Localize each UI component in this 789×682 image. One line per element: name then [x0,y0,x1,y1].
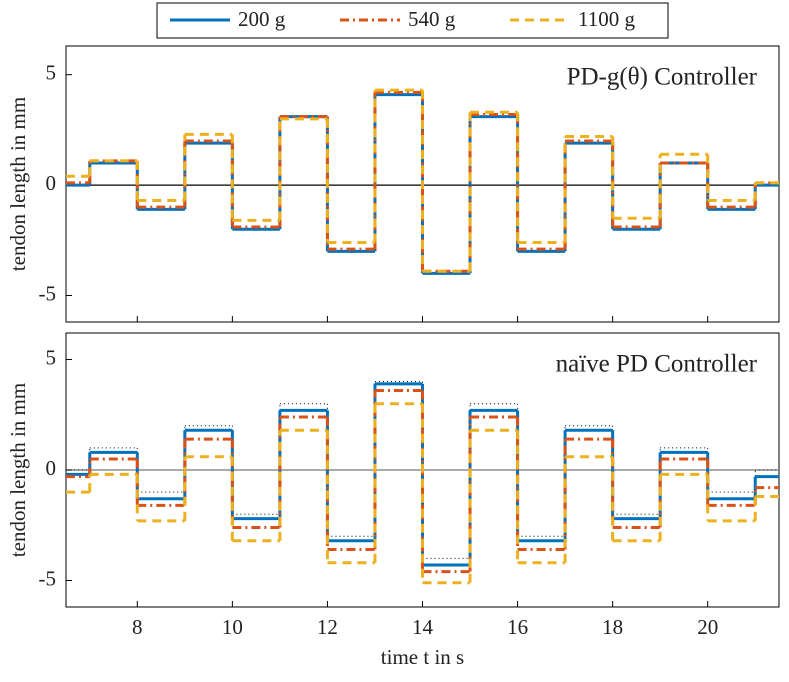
x-tick-label: 10 [222,615,243,639]
legend-label: 1100 g [578,7,635,31]
legend-box [156,2,669,39]
y-tick-label: 5 [46,61,57,85]
x-tick-label: 12 [317,615,338,639]
x-tick-label: 16 [507,615,528,639]
x-tick-label: 18 [602,615,623,639]
y-tick-label: 0 [46,171,57,195]
y-axis-label: tendon length in mm [6,383,30,557]
legend-label: 540 g [408,7,456,31]
annotation: PD-g(θ) Controller [567,64,758,91]
x-tick-label: 20 [697,615,718,639]
y-tick-label: 5 [46,345,57,369]
y-tick-label: -5 [39,281,57,305]
x-tick-label: 8 [132,615,143,639]
annotation: naïve PD Controller [556,351,758,378]
y-axis-label: tendon length in mm [6,97,30,271]
y-tick-label: 0 [46,456,57,480]
x-tick-label: 14 [412,615,434,639]
x-axis-label: time t in s [381,645,464,669]
legend-label: 200 g [238,7,286,31]
y-tick-label: -5 [39,566,57,590]
